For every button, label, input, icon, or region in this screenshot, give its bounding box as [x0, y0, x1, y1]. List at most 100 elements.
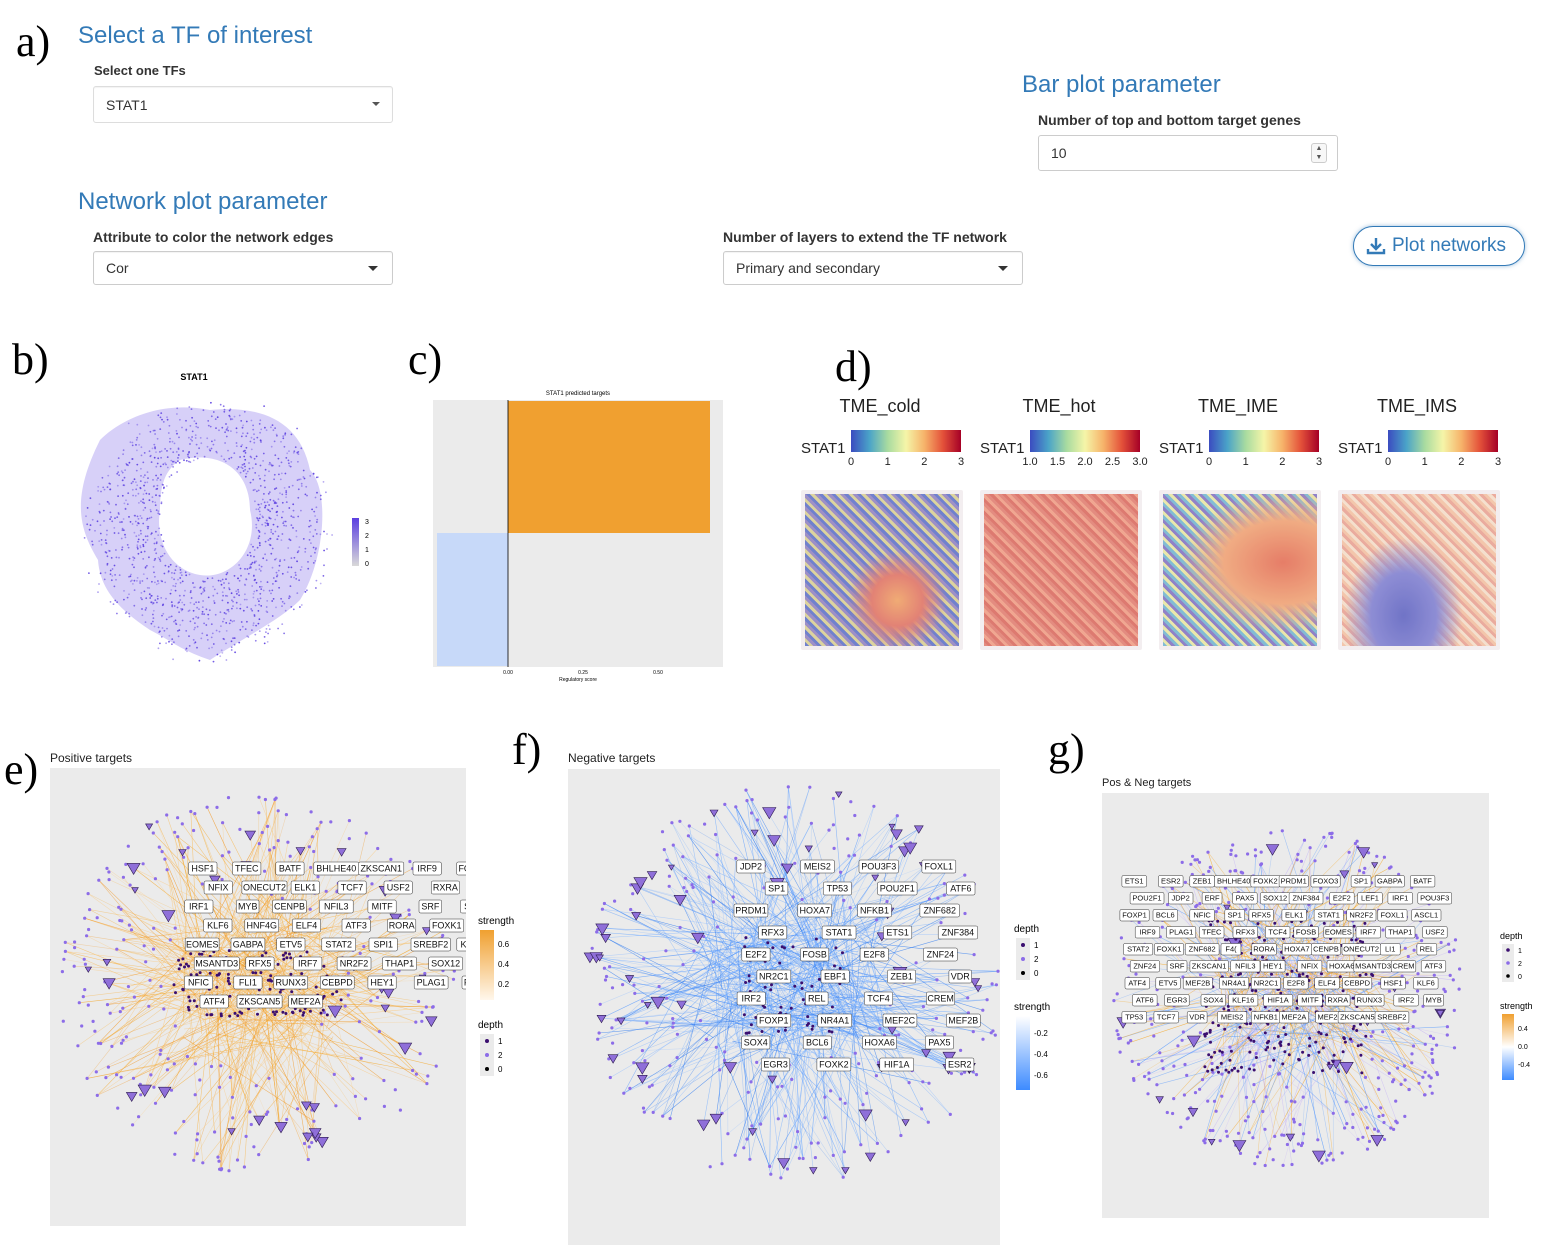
network-node [334, 1104, 338, 1108]
network-node [1373, 1127, 1377, 1131]
network-core-node [1220, 1050, 1224, 1054]
bar-count-input[interactable]: 10 ▲ ▼ [1038, 135, 1338, 171]
edge-color-select[interactable]: Cor [93, 251, 393, 285]
network-node [990, 982, 994, 986]
network-edge [123, 939, 193, 978]
network-node-label: ONECUT2 [241, 880, 288, 895]
network-node [734, 856, 738, 860]
network-edge [662, 930, 825, 1117]
network-core-node [783, 946, 786, 950]
network-node [189, 809, 193, 814]
network-node [787, 805, 791, 809]
network-node-label: STAT2 [1123, 943, 1154, 956]
network-node [1363, 1075, 1368, 1079]
node-label-text: E2F2 [745, 950, 767, 960]
spinner-up-icon[interactable]: ▲ [1315, 145, 1323, 152]
network-node [420, 1010, 424, 1014]
network-node [1421, 1075, 1425, 1079]
network-node [407, 908, 411, 912]
network-core-node [189, 973, 193, 977]
negative-legend: depth 1 2 0 strength -0.2 -0.4 -0.6 [1014, 924, 1050, 1090]
node-label-text: POU3F3 [1420, 894, 1449, 903]
node-label-box [1200, 994, 1226, 1007]
node-label-text: ONECUT2 [243, 883, 286, 893]
network-node [1142, 1074, 1147, 1079]
network-node [1224, 1129, 1228, 1133]
network-hub-node [295, 847, 306, 856]
network-core-node [1325, 1033, 1329, 1037]
network-core-node [827, 1029, 831, 1033]
node-label-box [821, 925, 857, 940]
tf-select[interactable]: STAT1 [93, 86, 393, 123]
network-core-node [810, 984, 814, 988]
network-node [173, 1152, 177, 1156]
network-node [671, 1021, 675, 1025]
node-label-text: CEBPD [1344, 979, 1370, 988]
number-spinner[interactable]: ▲ ▼ [1311, 143, 1327, 163]
legend-tick: -0.6 [1034, 1071, 1048, 1080]
network-node [847, 854, 851, 858]
network-node-label: MEF2B [1182, 977, 1213, 990]
network-core-node [1266, 1045, 1270, 1049]
network-core-node [1322, 921, 1326, 925]
spinner-down-icon[interactable]: ▼ [1315, 154, 1323, 161]
network-node [1331, 1158, 1335, 1162]
node-label-text: EGR3 [1167, 996, 1187, 1005]
network-node [1212, 1099, 1217, 1103]
network-node-label: CEBPD [1342, 977, 1373, 990]
network-node [715, 853, 719, 857]
network-node [878, 1027, 882, 1031]
node-label-box [276, 937, 306, 952]
network-node [441, 933, 445, 938]
network-core-node [1240, 1065, 1243, 1069]
node-label-box [864, 991, 893, 1006]
plot-networks-button[interactable]: Plot networks [1353, 226, 1525, 266]
network-node [816, 1141, 820, 1145]
network-core-node [269, 974, 273, 978]
colorbar-tick: 1 [1242, 456, 1249, 468]
network-node [414, 1020, 418, 1024]
network-hub-node [667, 864, 675, 871]
node-label-box [764, 881, 789, 896]
network-node [1355, 839, 1359, 843]
network-node [309, 865, 313, 870]
layers-value: Primary and secondary [736, 260, 880, 276]
network-core-node [763, 1005, 767, 1009]
network-node [745, 1137, 749, 1141]
network-node [196, 1132, 200, 1136]
network-core-node [1336, 920, 1339, 924]
network-edge [724, 1022, 847, 1061]
network-edge [108, 1003, 273, 1068]
network-node [195, 1138, 199, 1142]
node-label-text: ATF4 [204, 997, 225, 1007]
network-node [1181, 1030, 1185, 1034]
network-edge [236, 941, 323, 1142]
network-edge [735, 806, 860, 1040]
network-node [1330, 835, 1334, 839]
node-label-box [1121, 875, 1147, 888]
network-node [1406, 954, 1410, 959]
network-node [1382, 855, 1386, 859]
network-core-node [227, 949, 231, 953]
network-node-label: CENPB [1311, 943, 1341, 956]
network-node-label: RXRA [1325, 994, 1351, 1007]
node-label-box [1325, 994, 1351, 1007]
network-core-node [1370, 972, 1374, 976]
network-hub-node [1356, 847, 1371, 859]
network-edge [643, 936, 839, 960]
network-core-node [1263, 938, 1266, 942]
network-hub-node [696, 1119, 711, 1132]
network-core-node [1349, 1037, 1352, 1041]
network-node [939, 921, 943, 925]
network-core-node [1317, 1030, 1321, 1034]
node-label-box [1158, 875, 1184, 888]
colorbar-label: STAT1 [1159, 440, 1204, 457]
network-node [85, 934, 89, 938]
layers-select[interactable]: Primary and secondary [723, 251, 1023, 285]
network-node [1137, 1062, 1141, 1066]
network-node [1227, 900, 1231, 905]
network-node [1387, 1071, 1391, 1075]
network-edge [237, 935, 250, 1161]
network-node [1377, 1087, 1381, 1091]
